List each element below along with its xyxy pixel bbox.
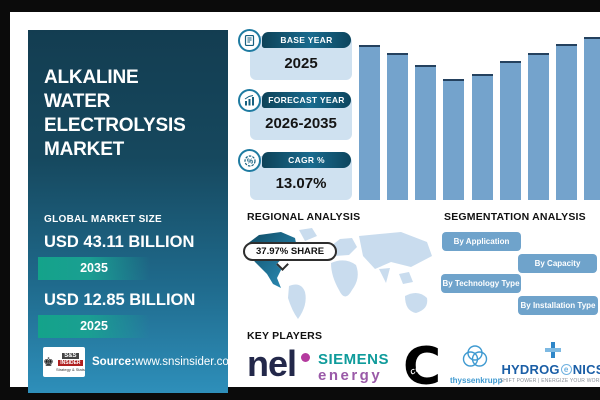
content-panel: ALKALINE WATER ELECTROLYSIS MARKET GLOBA…: [10, 12, 600, 397]
source-url[interactable]: www.snsinsider.com: [134, 356, 239, 368]
hydrogenics-part1: HYDROG: [501, 362, 560, 377]
percent-icon: %: [238, 149, 261, 172]
nel-dot-icon: [301, 353, 311, 362]
greenland-shape: [299, 228, 317, 241]
africa-shape: [331, 260, 358, 297]
thyssenkrupp-logo: thyssenkrupp: [450, 344, 503, 385]
sidebar: ALKALINE WATER ELECTROLYSIS MARKET GLOBA…: [28, 30, 238, 393]
hydrogenics-plus-icon: [545, 342, 561, 358]
source-label: Source:: [92, 356, 135, 368]
segment-button-technology-type[interactable]: By Technology Type: [441, 274, 521, 293]
bar: [471, 74, 493, 200]
market-value-2025: USD 12.85 BILLION: [44, 291, 196, 309]
stat-card-header: FORECAST YEAR: [262, 92, 351, 108]
bar: [443, 79, 465, 200]
bar: [499, 61, 521, 200]
bar: [359, 45, 380, 200]
nel-logo: nel: [247, 343, 311, 384]
year-badge-2035: 2035: [38, 257, 150, 280]
bar-chart: [359, 37, 600, 200]
trend-icon: [238, 89, 261, 112]
thyssenkrupp-rings-icon: [462, 345, 488, 367]
base-year-value: 2025: [284, 55, 318, 72]
hydrogenics-e-mark: e: [560, 364, 572, 375]
key-players-heading: KEY PLAYERS: [247, 330, 323, 342]
nel-logo-text: nel: [247, 343, 297, 384]
chess-piece-icon: ♚: [43, 355, 54, 369]
source-row: ♚ S&S INSIDER Strategy & Stats Source:ww…: [43, 347, 238, 377]
bar: [415, 65, 437, 200]
bar: [555, 44, 577, 200]
india-shape: [379, 268, 390, 283]
cagr-value: 13.07%: [275, 175, 327, 192]
svg-text:%: %: [246, 158, 253, 165]
europe-shape: [331, 238, 357, 256]
page-title: ALKALINE WATER ELECTROLYSIS MARKET: [44, 67, 186, 160]
cummins-c-mark: C: [403, 337, 442, 397]
year-badge-2025: 2025: [38, 315, 150, 338]
sea-shape: [399, 272, 413, 284]
stat-card-forecast-year: FORECAST YEAR 2026-2035: [238, 89, 352, 140]
bar: [584, 37, 600, 200]
segment-button-capacity[interactable]: By Capacity: [518, 254, 597, 273]
siemens-energy-logo: SIEMENS energy: [318, 352, 389, 383]
stat-card-base-year: BASE YEAR 2025: [238, 29, 352, 80]
logo-line1: S&S: [62, 352, 79, 359]
report-icon: [238, 29, 261, 52]
forecast-year-value: 2026-2035: [265, 115, 337, 132]
global-market-size-label: GLOBAL MARKET SIZE: [44, 214, 162, 225]
siemens-logo-text: SIEMENS: [318, 351, 390, 368]
market-value-2035: USD 43.11 BILLION: [44, 233, 195, 251]
south-america-shape: [288, 284, 306, 319]
regional-share-callout: 37.97% SHARE: [243, 242, 338, 261]
stat-card-cagr: CAGR % % 13.07%: [238, 149, 352, 200]
regional-analysis-heading: REGIONAL ANALYSIS: [247, 211, 361, 223]
stat-card-header: BASE YEAR: [262, 32, 351, 48]
segment-button-installation-type[interactable]: By Installation Type: [518, 296, 598, 315]
asia-shape: [359, 232, 432, 269]
bar: [387, 53, 409, 200]
source-text: Source:www.snsinsider.com: [92, 356, 238, 368]
bar: [527, 53, 549, 200]
stat-card-header: CAGR %: [262, 152, 351, 168]
logo-tagline: Strategy & Stats: [55, 366, 85, 372]
thyssenkrupp-logo-text: thyssenkrupp: [450, 376, 503, 385]
australia-shape: [405, 292, 428, 313]
segmentation-analysis-heading: SEGMENTATION ANALYSIS: [444, 211, 586, 223]
cummins-logo: C Cummins: [403, 337, 445, 397]
hydrogenics-tagline: SHIFT POWER | ENERGIZE YOUR WORLD: [499, 378, 600, 384]
logo-line2: INSIDER: [58, 359, 83, 366]
segment-button-application[interactable]: By Application: [442, 232, 521, 251]
energy-logo-text: energy: [318, 367, 383, 384]
sns-insider-logo: ♚ S&S INSIDER Strategy & Stats: [43, 347, 85, 377]
